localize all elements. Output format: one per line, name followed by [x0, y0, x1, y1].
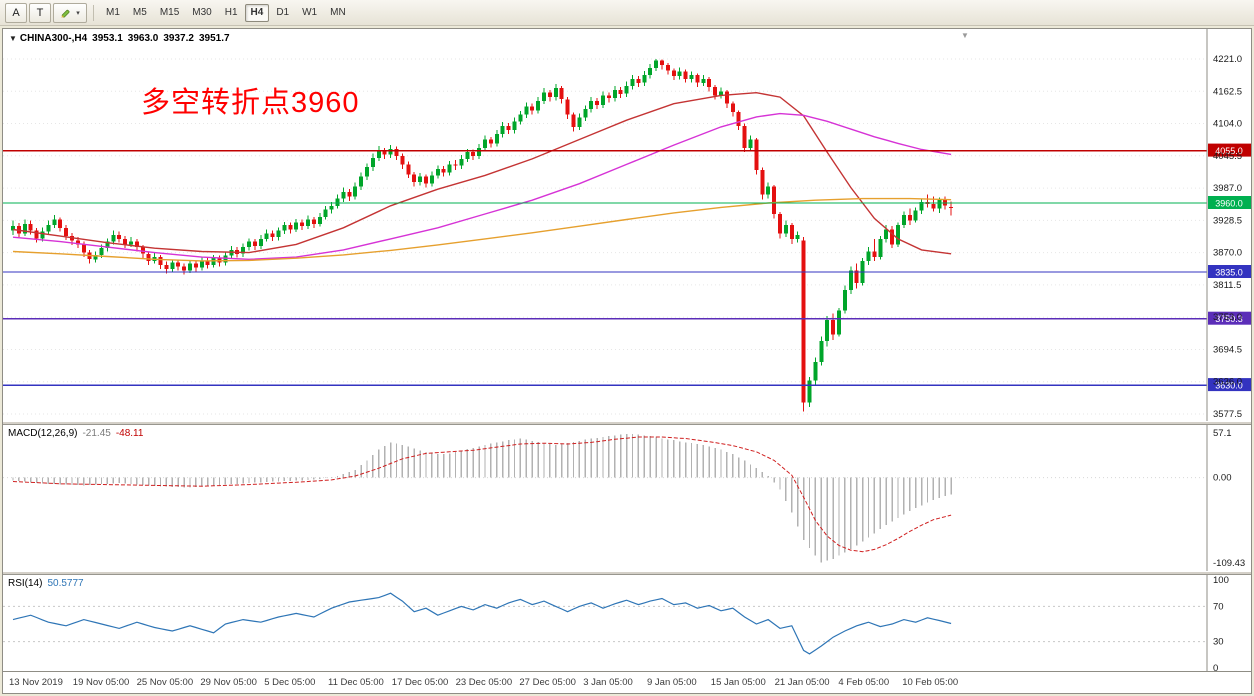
- panel-splitter[interactable]: [3, 421, 1251, 425]
- timeframe-h1-button[interactable]: H1: [224, 7, 238, 18]
- low-value: 3937.2: [163, 33, 194, 44]
- y-axis-label: 4221.0: [1213, 54, 1242, 65]
- dropdown-caret-icon: ▾: [76, 9, 80, 17]
- rsi-title: RSI(14) 50.5777: [8, 578, 84, 589]
- macd-chart: 57.1 0.00 -109.43: [3, 425, 1245, 571]
- price-badge-3960.0: [1208, 196, 1251, 209]
- price-badge-3835.0: [1208, 265, 1251, 278]
- time-label: 4 Feb 05:00: [838, 677, 890, 688]
- svg-text:3750.3: 3750.3: [1215, 314, 1243, 324]
- rsi-label: RSI(14): [8, 578, 43, 589]
- svg-text:4055.0: 4055.0: [1215, 146, 1243, 156]
- time-label: 11 Dec 05:00: [328, 677, 384, 688]
- crayon-icon: [61, 9, 70, 18]
- y-axis-label: 3811.5: [1213, 280, 1241, 291]
- panel-splitter[interactable]: [3, 571, 1251, 575]
- svg-text:3630.0: 3630.0: [1215, 381, 1243, 391]
- price-badge-3630.0: [1208, 378, 1251, 392]
- y-axis-label: 4104.0: [1213, 119, 1242, 130]
- rsi-axis-label: 30: [1213, 637, 1224, 648]
- time-label: 29 Nov 05:00: [200, 677, 257, 688]
- chart-annotation-text[interactable]: 多空转折点3960: [141, 87, 360, 119]
- macd-signal-value: -48.11: [115, 428, 144, 439]
- timeframe-m15-button[interactable]: M15: [159, 7, 180, 18]
- cursor-tool-button[interactable]: A: [5, 2, 27, 23]
- ma-slow-orange: [12, 197, 952, 262]
- timeframe-mn-button[interactable]: MN: [330, 7, 346, 18]
- time-label: 25 Nov 05:00: [136, 677, 194, 688]
- time-axis[interactable]: 13 Nov 2019 19 Nov 05:00 25 Nov 05:00 29 No…: [3, 671, 1251, 693]
- price-badge-4055.0: [1208, 143, 1251, 157]
- macd-histogram: [12, 433, 952, 563]
- rsi-panel[interactable]: 100 70 30 0 RSI(14) 50.5777: [3, 575, 1251, 671]
- timeframe-d1-button[interactable]: D1: [276, 7, 290, 18]
- time-label: 23 Dec 05:00: [455, 677, 513, 688]
- time-label: 3 Jan 05:00: [583, 677, 633, 688]
- macd-signal-line: [12, 436, 952, 553]
- candles: [11, 59, 954, 412]
- y-axis-label: 3636.0: [1213, 377, 1242, 388]
- ma-fast-red: [12, 91, 952, 255]
- y-axis-label: 4162.5: [1213, 86, 1242, 97]
- chart-title: ▼ CHINA300-,H4 3953.1 3963.0 3937.2 3951.7: [9, 33, 230, 44]
- timeframe-m5-button[interactable]: M5: [132, 7, 147, 18]
- time-label: 10 Feb 05:00: [902, 677, 959, 688]
- y-axis-label: 3577.5: [1213, 409, 1242, 420]
- price-badge-3750.3: [1208, 311, 1251, 325]
- timeframe-h4-button[interactable]: H4: [244, 3, 270, 22]
- macd-label: MACD(12,26,9): [8, 428, 78, 439]
- open-value: 3953.1: [92, 33, 123, 44]
- rsi-value: 50.5777: [47, 578, 84, 589]
- macd-axis-label: 57.1: [1213, 428, 1232, 439]
- time-label: 9 Jan 05:00: [647, 677, 697, 688]
- toolbar-separator: [93, 4, 94, 21]
- y-axis-label: 3870.0: [1213, 248, 1242, 259]
- rsi-line: [12, 592, 952, 655]
- timeframe-buttons: M1 M5 M15 M30 H1 H4 D1 W1 MN: [100, 3, 352, 22]
- rsi-axis-label: 0: [1213, 663, 1218, 671]
- macd-title: MACD(12,26,9) -21.45 -48.11: [8, 428, 143, 439]
- main-chart-panel[interactable]: 4055.0 3960.0 3835.0 3750.3 3630.0 4221.0 4162…: [3, 29, 1251, 421]
- rsi-axis-label: 100: [1213, 575, 1229, 586]
- time-label: 5 Dec 05:00: [264, 677, 316, 688]
- y-axis-label: 3928.5: [1213, 215, 1242, 226]
- macd-main-value: -21.45: [82, 428, 111, 439]
- macd-axis-label: -109.43: [1213, 558, 1245, 569]
- time-label: 17 Dec 05:00: [391, 677, 449, 688]
- symbol-label: CHINA300-,H4: [19, 33, 88, 44]
- draw-tool-button[interactable]: ▾: [53, 2, 87, 23]
- macd-panel[interactable]: 57.1 0.00 -109.43 MACD(12,26,9) -21.45 -48.1…: [3, 425, 1251, 571]
- timeframe-m1-button[interactable]: M1: [106, 7, 120, 18]
- high-value: 3963.0: [127, 33, 159, 44]
- rsi-axis-label: 70: [1213, 601, 1224, 612]
- svg-text:3835.0: 3835.0: [1215, 268, 1243, 278]
- ma-mid-magenta: [12, 112, 952, 261]
- time-label: 21 Jan 05:00: [774, 677, 830, 688]
- y-axis-label: 3987.0: [1213, 183, 1242, 194]
- y-axis-label: 3694.5: [1213, 345, 1242, 356]
- rsi-chart: 100 70 30 0: [3, 575, 1229, 671]
- y-axis-label: 4045.5: [1213, 151, 1242, 162]
- y-axis-label: 3753.0: [1213, 312, 1242, 323]
- time-label: 19 Nov 05:00: [72, 677, 130, 688]
- chart-area[interactable]: 4055.0 3960.0 3835.0 3750.3 3630.0 4221.0 4162…: [2, 28, 1252, 694]
- timeframe-m30-button[interactable]: M30: [192, 7, 212, 18]
- text-tool-button[interactable]: T: [29, 2, 51, 23]
- price-chart: 4055.0 3960.0 3835.0 3750.3 3630.0 4221.0 4162…: [3, 29, 1251, 421]
- macd-axis-label: 0.00: [1213, 473, 1232, 484]
- expand-arrow-icon[interactable]: ▼: [9, 34, 17, 43]
- timeframe-w1-button[interactable]: W1: [302, 7, 318, 18]
- series-end-marker: ▼: [961, 31, 969, 40]
- time-label: 15 Jan 05:00: [710, 677, 766, 688]
- time-label: 13 Nov 2019: [9, 677, 63, 688]
- svg-text:3960.0: 3960.0: [1215, 199, 1243, 209]
- time-label: 27 Dec 05:00: [519, 677, 576, 688]
- close-value: 3951.7: [198, 33, 230, 44]
